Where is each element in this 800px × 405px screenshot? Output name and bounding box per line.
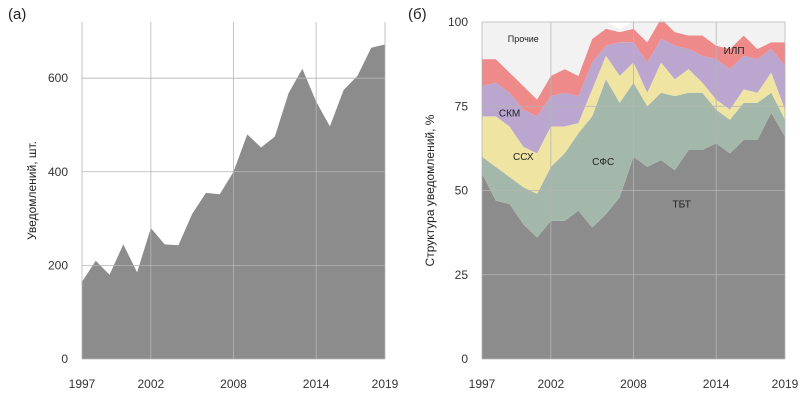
panel-label-a: (а) <box>8 6 27 23</box>
y-tick-label: 25 <box>455 268 469 282</box>
chart-a-svg: 1997 2002 2008 2014 2019 0 200 400 600 Уведомлени… <box>25 22 399 391</box>
x-tick-label: 2014 <box>703 377 730 391</box>
x-tick-label: 2002 <box>138 377 165 391</box>
y-tick-label: 600 <box>48 71 68 85</box>
x-tick-label: 1997 <box>69 377 96 391</box>
x-tick-label: 2008 <box>220 377 247 391</box>
series-label: Прочие <box>508 34 539 44</box>
area-series-4 <box>482 18 785 117</box>
x-tick-label: 2008 <box>620 377 647 391</box>
series-label: СФС <box>592 157 614 168</box>
chart-b-svg: 1997 2002 2008 2014 2019 0 25 50 75 100 Структура … <box>423 15 799 391</box>
series-label: ТБТ <box>673 199 691 210</box>
y-tick-label: 0 <box>61 352 68 366</box>
y-tick-label: 100 <box>448 15 468 29</box>
series-label: ССХ <box>513 152 534 163</box>
panel-label-b: (б) <box>408 6 427 23</box>
area-series-1 <box>482 79 785 238</box>
area-series-2 <box>482 55 785 194</box>
series-label: СКМ <box>499 108 520 119</box>
chart-panel-a: (а) 1997 2002 2008 2014 2019 0 200 400 600 Уведом… <box>0 0 400 400</box>
y-axis-label: Структура уведомлений, % <box>423 114 437 266</box>
x-tick-label: 2019 <box>772 377 799 391</box>
area-series-3 <box>482 38 785 154</box>
x-tick-label: 2014 <box>303 377 330 391</box>
chart-panel-b: (б) 1997 2002 2008 2014 2019 0 25 50 75 100 Структ… <box>400 0 800 400</box>
y-tick-label: 400 <box>48 165 68 179</box>
area-series-5 <box>482 18 785 100</box>
y-axis-label: Уведомлений, шт. <box>25 141 39 240</box>
x-tick-label: 1997 <box>469 377 496 391</box>
y-tick-label: 75 <box>455 99 469 113</box>
y-tick-label: 50 <box>455 184 469 198</box>
y-tick-label: 200 <box>48 258 68 272</box>
series-label: ИЛП <box>724 46 745 57</box>
x-tick-label: 2019 <box>372 377 399 391</box>
y-tick-label: 0 <box>461 352 468 366</box>
x-tick-label: 2002 <box>538 377 565 391</box>
